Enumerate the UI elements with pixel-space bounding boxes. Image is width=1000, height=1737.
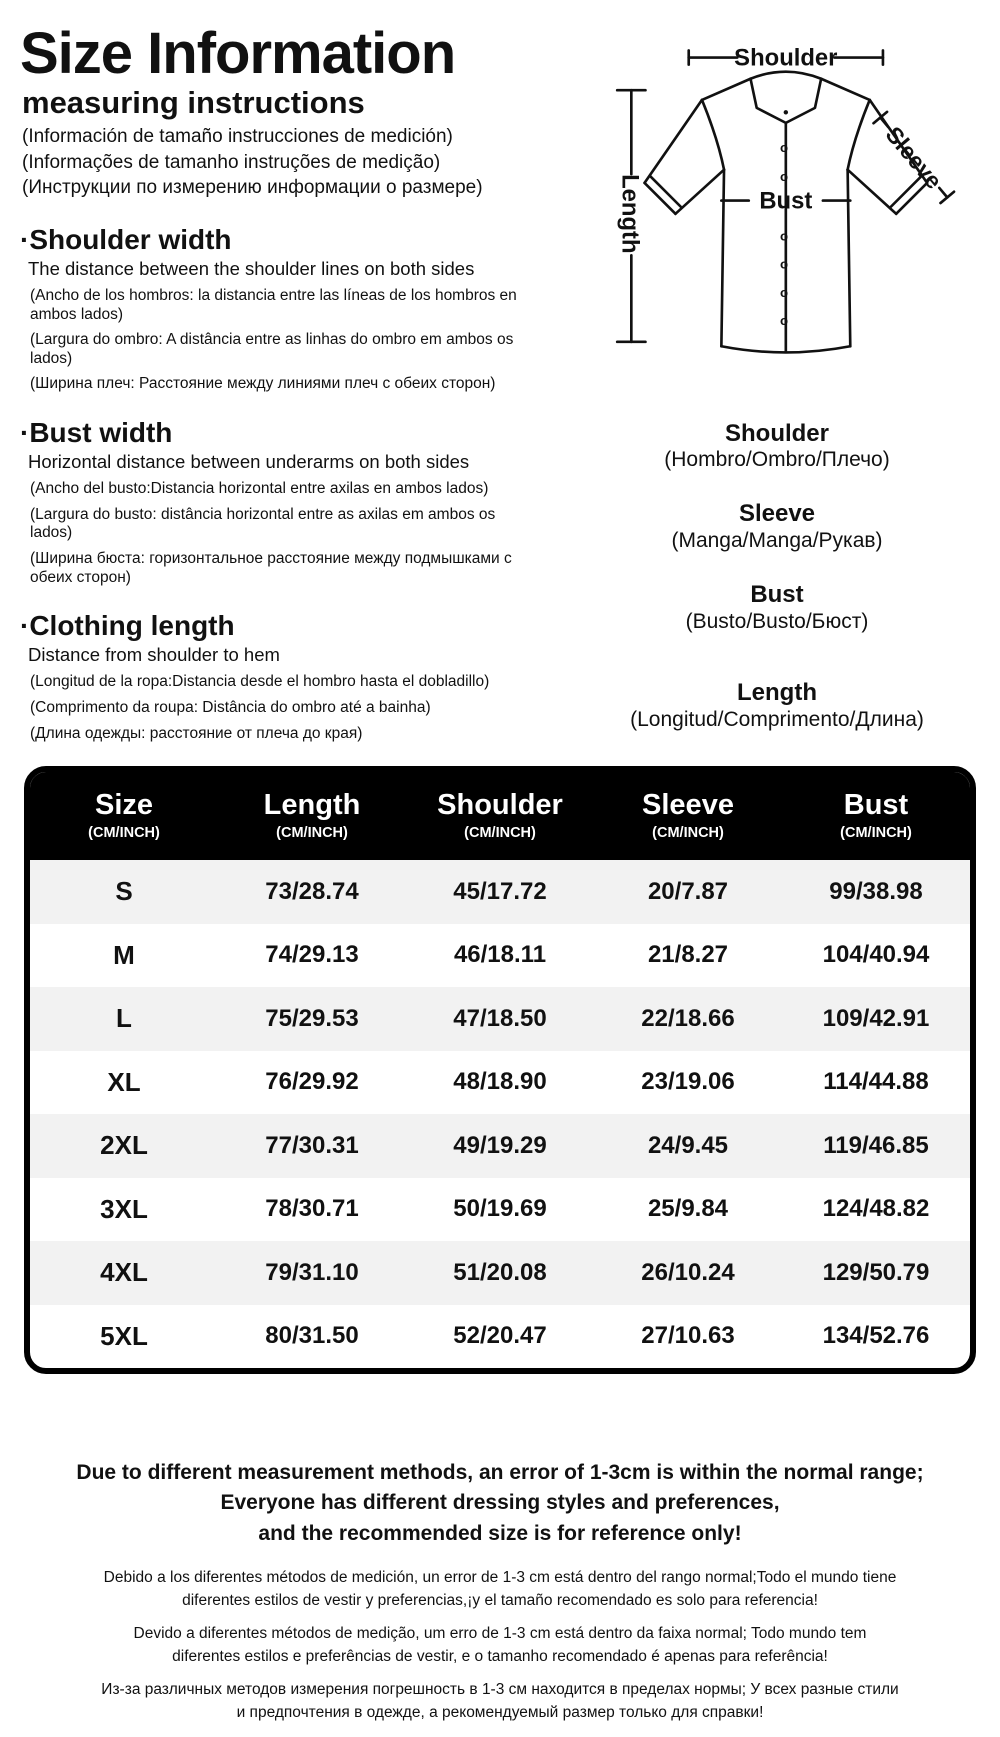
table-row: S 73/28.74 45/17.72 20/7.87 99/38.98 [30, 860, 970, 924]
table-header-sleeve: Sleeve (CM/INCH) [642, 788, 734, 841]
section-translation-pt: (Largura do busto: distância horizontal … [30, 505, 496, 542]
table-row: 5XL 80/31.50 52/20.47 27/10.63 134/52.76 [100, 1320, 930, 1351]
length-measure: Length [615, 88, 647, 344]
button-icon: o [780, 169, 788, 184]
disclaimer-line: Everyone has different dressing styles a… [220, 1491, 780, 1515]
section-bust-width: ·Bust width Horizontal distance between … [20, 416, 542, 587]
section-clothing-length: ·Clothing length Distance from shoulder … [20, 610, 542, 743]
section-description: Horizontal distance between underarms on… [28, 451, 470, 473]
legend-translation: (Hombro/Ombro/Плечо) [664, 448, 890, 472]
section-shoulder-width: ·Shoulder width The distance between the… [20, 223, 542, 394]
section-title: ·Bust width [20, 416, 173, 448]
legend-translation: (Longitud/Comprimento/Длина) [630, 707, 924, 731]
top-section: Size Information measuring instructions … [0, 0, 1000, 760]
disclaimer-line: diferentes estilos de vestir y preferenc… [182, 1591, 818, 1609]
section-translation-pt: (Largura do ombro: A distância entre as … [30, 331, 514, 367]
shirt-outline [643, 70, 929, 354]
legend-sleeve: Sleeve (Manga/Manga/Рукав) [630, 500, 924, 554]
table-row: L 75/29.53 47/18.50 22/18.66 109/42.91 [30, 987, 970, 1051]
section-translation-ru: (Ширина плеч: Расстояние между линиями п… [30, 375, 496, 393]
legend-translation: (Busto/Busto/Бюст) [685, 609, 869, 633]
section-translation-pt: (Comprimento da roupa: Distância do ombr… [30, 699, 431, 716]
size-table-header: Size (CM/INCH) Length (CM/INCH) Shoulder… [30, 772, 970, 860]
size-table: Size (CM/INCH) Length (CM/INCH) Shoulder… [24, 766, 976, 1374]
table-row: 3XL 78/30.71 50/19.69 25/9.84 124/48.82 [100, 1193, 930, 1224]
table-row: XL 76/29.92 48/18.90 23/19.06 114/44.88 [107, 1066, 929, 1097]
section-description: Distance from shoulder to hem [28, 644, 280, 666]
disclaimer-es: Debido a los diferentes métodos de medic… [0, 1567, 1000, 1612]
subtitle-translation-es: (Información de tamaño instrucciones de … [22, 126, 453, 148]
disclaimer-line: Due to different measurement methods, an… [76, 1461, 924, 1484]
shoulder-measure: Shoulder [687, 44, 885, 71]
section-translation-ru: (Ширина бюста: горизонтальное расстояние… [30, 549, 512, 586]
table-row: 4XL 79/31.10 51/20.08 26/10.24 129/50.79 [30, 1241, 970, 1305]
table-row: 2XL 77/30.31 49/19.29 24/9.45 119/46.85 [30, 1114, 970, 1178]
bust-measure: Bust [720, 188, 852, 215]
bust-measure-label: Bust [759, 188, 812, 215]
legend-shoulder: Shoulder (Hombro/Ombro/Плечо) [630, 420, 924, 474]
legend-length: Length (Longitud/Comprimento/Длина) [630, 679, 924, 733]
button-icon: o [780, 140, 788, 155]
subtitle-translation-ru: (Инструкции по измерению информации о ра… [22, 177, 483, 199]
section-translation-es: (Ancho de los hombros: la distancia entr… [30, 287, 517, 323]
disclaimer-ru: Из-за различных методов измерения погреш… [0, 1679, 1000, 1724]
section-translation-ru: (Длина одежды: расстояние от плеча до кр… [30, 724, 363, 742]
sleeve-measure: Sleeve [872, 110, 956, 205]
page-title: Size Information [20, 21, 456, 86]
disclaimer-line: Из-за различных методов измерения погреш… [101, 1681, 899, 1699]
disclaimer-line: diferentes estilos e preferências de ves… [172, 1647, 828, 1665]
length-measure-label: Length [617, 174, 644, 253]
section-translation-es: (Longitud de la ropa:Distancia desde el … [30, 673, 490, 691]
disclaimer-line: Debido a los diferentes métodos de medic… [103, 1569, 897, 1587]
legend-term: Shoulder [724, 419, 829, 447]
section-description: The distance between the shoulder lines … [28, 258, 475, 279]
disclaimer-pt: Devido a diferentes métodos de medição, … [0, 1623, 1000, 1668]
shirt-diagram: Shoulder Length Sleeve [615, 44, 956, 354]
legend-term: Sleeve [738, 500, 816, 528]
measure-legend: Shoulder (Hombro/Ombro/Плечо) Sleeve (Ma… [630, 420, 924, 760]
diagram-column: Shoulder Length Sleeve [542, 24, 1000, 760]
table-header-length: Length (CM/INCH) [263, 788, 361, 841]
disclaimer: Due to different measurement methods, an… [0, 1458, 1000, 1724]
button-icon: o [780, 257, 788, 272]
disclaimer-en: Due to different measurement methods, an… [0, 1458, 1000, 1549]
legend-translation: (Manga/Manga/Рукав) [671, 529, 883, 553]
shirt-buttons: o o o o o o [780, 140, 788, 328]
table-header-shoulder: Shoulder (CM/INCH) [437, 788, 563, 841]
table-header-size: Size (CM/INCH) [88, 788, 160, 841]
disclaimer-line: и предпочтения в одежде, а рекомендуемый… [236, 1703, 764, 1721]
subtitle-translation-pt: (Informações de tamanho instruções de me… [22, 151, 441, 173]
legend-term: Bust [750, 581, 804, 609]
button-icon: o [780, 228, 788, 243]
disclaimer-line: Devido a diferentes métodos de medição, … [133, 1625, 867, 1643]
button-icon: o [780, 313, 788, 328]
table-header-bust: Bust (CM/INCH) [840, 788, 912, 841]
section-title: ·Clothing length [20, 610, 235, 642]
shoulder-measure-label: Shoulder [734, 44, 837, 71]
legend-term: Length [737, 679, 817, 707]
page-subtitle: measuring instructions [22, 85, 365, 121]
table-row: M 74/29.13 46/18.11 21/8.27 104/40.94 [113, 939, 930, 970]
section-title: ·Shoulder width [20, 223, 232, 255]
button-icon: o [780, 285, 788, 300]
instructions-column: Size Information measuring instructions … [20, 21, 542, 760]
legend-bust: Bust (Busto/Busto/Бюст) [630, 581, 924, 635]
section-translation-es: (Ancho del busto:Distancia horizontal en… [30, 480, 489, 498]
disclaimer-line: and the recommended size is for referenc… [258, 1521, 742, 1545]
